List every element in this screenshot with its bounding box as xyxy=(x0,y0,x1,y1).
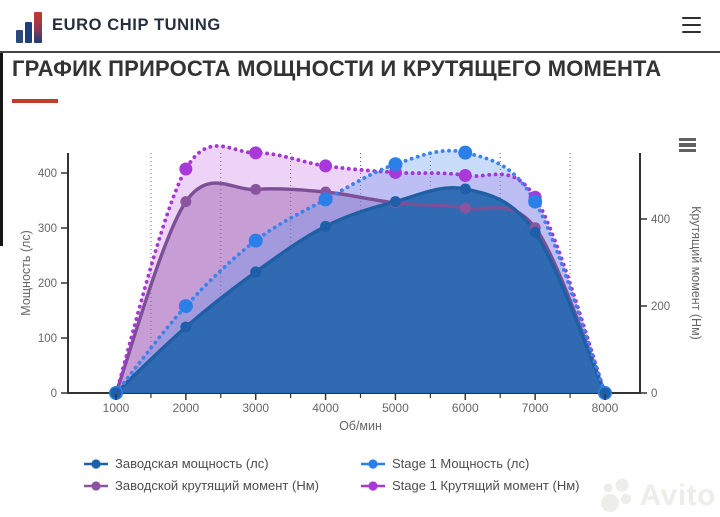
header: EURO CHIP TUNING xyxy=(0,0,720,53)
left-tick-label: 200 xyxy=(38,278,57,290)
avito-circles-icon xyxy=(600,478,631,512)
data-point[interactable] xyxy=(110,387,122,399)
legend-marker-icon xyxy=(361,480,385,491)
left-tick-label: 0 xyxy=(51,388,57,400)
series-area-0 xyxy=(116,187,605,393)
hamburger-icon[interactable] xyxy=(682,17,701,34)
data-point[interactable] xyxy=(599,387,611,399)
x-tick-label: 7000 xyxy=(522,401,549,415)
legend-item-stage1-power[interactable]: Stage 1 Мощность (лс) xyxy=(361,456,579,471)
legend-item-stage1-torque[interactable]: Stage 1 Крутящий момент (Нм) xyxy=(361,478,579,493)
data-point[interactable] xyxy=(249,146,263,160)
chart-legend: Заводская мощность (лс) Stage 1 Мощность… xyxy=(84,456,579,493)
data-point[interactable] xyxy=(389,196,401,208)
legend-marker-icon xyxy=(361,458,385,469)
legend-item-factory-torque[interactable]: Заводской крутящий момент (Нм) xyxy=(84,478,361,493)
series-line-3 xyxy=(114,144,607,395)
x-tick-label: 4000 xyxy=(312,401,339,415)
x-tick-label: 5000 xyxy=(382,401,409,415)
x-tick-label: 1000 xyxy=(103,401,130,415)
data-point[interactable] xyxy=(459,202,471,214)
data-point[interactable] xyxy=(320,220,332,232)
page-title: ГРАФИК ПРИРОСТА МОЩНОСТИ И КРУТЯЩЕГО МОМ… xyxy=(12,56,662,81)
right-tick-label: 200 xyxy=(651,301,670,313)
data-point[interactable] xyxy=(318,192,333,207)
legend-marker-icon xyxy=(84,458,108,469)
data-point[interactable] xyxy=(459,183,471,195)
data-point[interactable] xyxy=(250,266,262,278)
data-point[interactable] xyxy=(180,321,192,333)
data-point[interactable] xyxy=(529,226,541,238)
x-axis-title: Об/мин xyxy=(339,419,382,433)
x-tick-label: 2000 xyxy=(173,401,200,415)
brand-name: EURO CHIP TUNING xyxy=(52,16,221,34)
series-line-0 xyxy=(114,186,607,395)
data-point[interactable] xyxy=(178,299,193,314)
data-point[interactable] xyxy=(180,196,192,208)
data-point[interactable] xyxy=(388,157,403,172)
data-point[interactable] xyxy=(248,233,263,248)
data-point[interactable] xyxy=(250,183,262,195)
context-menu-icon[interactable] xyxy=(679,138,696,154)
legend-marker-icon xyxy=(84,480,108,491)
x-tick-label: 6000 xyxy=(452,401,479,415)
legend-item-factory-power[interactable]: Заводская мощность (лс) xyxy=(84,456,361,471)
legend-label: Stage 1 Крутящий момент (Нм) xyxy=(392,478,580,493)
right-tick-label: 0 xyxy=(651,388,657,400)
right-axis-title: Крутящий момент (Нм) xyxy=(689,206,703,340)
left-axis-title: Мощность (лс) xyxy=(19,230,33,315)
watermark-text: Avito xyxy=(639,479,716,512)
title-accent-bar xyxy=(12,99,58,103)
data-point[interactable] xyxy=(458,169,472,182)
x-tick-label: 8000 xyxy=(592,401,619,415)
data-point[interactable] xyxy=(319,159,333,173)
legend-label: Заводская мощность (лс) xyxy=(115,456,269,471)
left-tick-label: 300 xyxy=(38,223,57,235)
legend-label: Stage 1 Мощность (лс) xyxy=(392,456,530,471)
x-tick-label: 3000 xyxy=(242,401,269,415)
left-tick-label: 400 xyxy=(38,168,57,180)
data-point[interactable] xyxy=(528,194,543,209)
data-point[interactable] xyxy=(179,162,193,176)
power-torque-chart: 1000 2000 3000 4000 5000 6000 7000 8000Об/мин01… xyxy=(19,144,703,433)
legend-label: Заводской крутящий момент (Нм) xyxy=(115,478,319,493)
avito-watermark: Avito xyxy=(598,477,716,515)
right-tick-label: 400 xyxy=(651,214,670,226)
left-edge-artifact xyxy=(0,53,3,246)
data-point[interactable] xyxy=(458,145,473,160)
left-tick-label: 100 xyxy=(38,333,57,345)
bar-chart-logo-icon xyxy=(16,12,42,43)
